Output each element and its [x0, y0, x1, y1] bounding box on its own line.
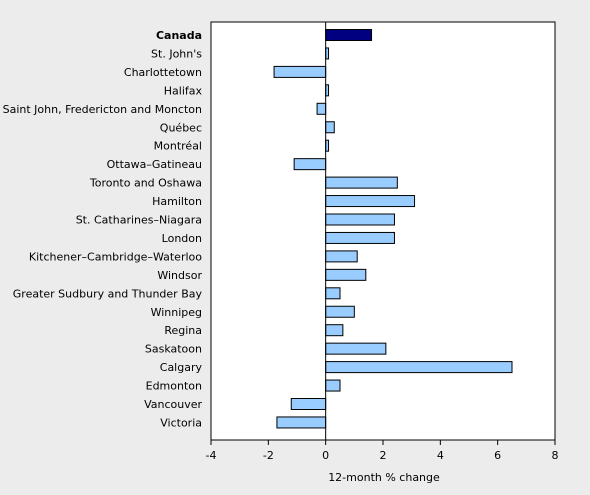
bar-toronto-and-oshawa: [325, 176, 398, 189]
category-labels: Canada St. John's Charlottetown Halifax Sain…: [3, 29, 203, 429]
bar-st-catharines-niagara: [325, 213, 395, 226]
category-label-edmonton: Edmonton: [146, 380, 202, 393]
bar-victoria: [276, 416, 327, 429]
x-tick-label: -4: [206, 449, 217, 462]
x-tick-label: 2: [380, 449, 387, 462]
bar-kitchener-cambridge-waterloo: [325, 250, 358, 263]
category-label-canada: Canada: [156, 29, 202, 42]
category-label-calgary: Calgary: [160, 361, 203, 374]
category-label-st-catharines-niagara: St. Catharines–Niagara: [76, 214, 202, 227]
category-label-greater-sudbury-and-thunder-bay: Greater Sudbury and Thunder Bay: [13, 287, 203, 300]
x-tick-label: -2: [263, 449, 274, 462]
x-tick-label: 6: [494, 449, 501, 462]
x-tick-label: 4: [437, 449, 444, 462]
bar-canada: [325, 29, 373, 41]
category-label-regina: Regina: [164, 324, 202, 337]
bar-saskatoon: [325, 342, 387, 355]
x-tick-label: 0: [322, 449, 329, 462]
x-axis: -4 -2 0 2 4 6 8: [206, 440, 559, 462]
bar-edmonton: [325, 379, 341, 392]
category-label-charlottetown: Charlottetown: [124, 66, 202, 79]
category-label-st-john-s: St. John's: [151, 47, 202, 60]
bar-hamilton: [325, 195, 416, 208]
category-label-quebec: Québec: [160, 121, 202, 134]
category-label-montreal: Montréal: [154, 140, 202, 153]
x-axis-title: 12-month % change: [328, 471, 440, 484]
category-label-ottawa-gatineau: Ottawa–Gatineau: [107, 158, 202, 171]
category-label-saint-john-fredericton-and-moncton: Saint John, Fredericton and Moncton: [3, 103, 202, 116]
category-label-kitchener-cambridge-waterloo: Kitchener–Cambridge–Waterloo: [29, 250, 202, 263]
category-label-halifax: Halifax: [164, 84, 203, 97]
category-label-toronto-and-oshawa: Toronto and Oshawa: [89, 177, 202, 190]
category-label-saskatoon: Saskatoon: [145, 343, 202, 356]
category-label-london: London: [162, 232, 202, 245]
bar-charlottetown: [273, 65, 327, 78]
bar-windsor: [325, 268, 367, 281]
category-label-winnipeg: Winnipeg: [151, 306, 202, 319]
bar-saint-john-fredericton-and-moncton: [316, 102, 327, 115]
bar-london: [325, 231, 395, 244]
bar-winnipeg: [325, 305, 355, 318]
bar-quebec: [325, 121, 335, 134]
category-label-hamilton: Hamilton: [152, 195, 202, 208]
bar-calgary: [325, 361, 513, 374]
bar-vancouver: [290, 398, 327, 410]
plot-area: [210, 21, 556, 441]
category-label-victoria: Victoria: [160, 416, 202, 429]
bar-ottawa-gatineau: [293, 158, 327, 171]
bar-regina: [325, 324, 344, 337]
category-label-vancouver: Vancouver: [144, 398, 202, 411]
category-label-windsor: Windsor: [157, 269, 202, 282]
bar-greater-sudbury-and-thunder-bay: [325, 287, 341, 300]
x-tick-label: 8: [552, 449, 559, 462]
